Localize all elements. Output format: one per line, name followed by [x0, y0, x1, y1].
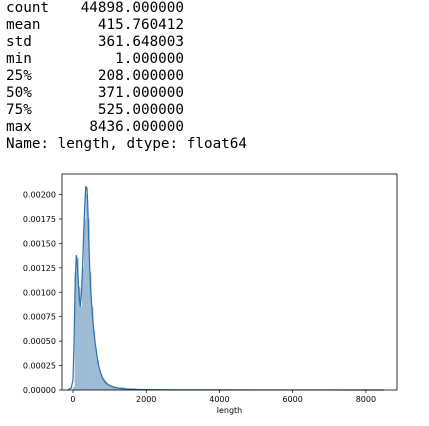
x-axis: 0 2000 4000 6000 8000	[70, 390, 376, 404]
y-tick-label: 0.00100	[23, 288, 56, 297]
stat-value: 361.648003	[97, 34, 184, 50]
y-tick-label: 0.00150	[23, 239, 56, 248]
x-axis-label: length	[217, 406, 243, 415]
stat-label: min	[6, 51, 32, 67]
kde-line	[67, 185, 385, 391]
stat-row: count 44898.000000	[6, 0, 247, 17]
x-tick-label: 0	[70, 395, 75, 404]
x-tick-label: 4000	[209, 395, 229, 404]
histogram-bar	[81, 267, 85, 391]
stat-row: mean 415.760412	[6, 17, 247, 34]
stat-value: 1.000000	[115, 51, 184, 67]
stat-label: max	[6, 119, 32, 135]
stat-label: count	[6, 0, 50, 16]
y-tick-label: 0.00050	[23, 337, 56, 346]
stat-row: 75% 525.000000	[6, 102, 247, 119]
y-tick-label: 0.00075	[23, 313, 56, 322]
series-footer: Name: length, dtype: float64	[6, 136, 248, 152]
kde-curve-layer	[67, 185, 385, 391]
histogram-bar	[98, 370, 101, 391]
y-tick-label: 0.00000	[23, 386, 56, 395]
stat-value: 415.760412	[97, 17, 184, 33]
y-tick-label: 0.00200	[23, 191, 56, 200]
histogram-bar	[83, 218, 86, 391]
y-tick-label: 0.00175	[23, 215, 56, 224]
plot-frame	[61, 173, 398, 391]
stat-row: 50% 371.000000	[6, 85, 247, 102]
histogram-bar	[85, 194, 88, 391]
y-axis: 0.00000 0.00025 0.00050 0.00075 0.00100 0.001…	[23, 191, 62, 395]
y-tick-label: 0.00025	[23, 362, 56, 371]
stat-value: 371.000000	[97, 85, 184, 101]
length-distribution-chart: 0.00000 0.00025 0.00050 0.00075 0.00100 0.001…	[23, 173, 398, 415]
x-tick-label: 2000	[136, 395, 156, 404]
stat-value: 525.000000	[97, 102, 184, 118]
stat-row: max 8436.000000	[6, 119, 247, 136]
stat-label: 75%	[6, 102, 32, 118]
histogram-bar	[72, 386, 75, 391]
x-tick-label: 6000	[282, 395, 302, 404]
stat-label: mean	[6, 17, 41, 33]
y-tick-label: 0.00125	[23, 264, 56, 273]
stat-row: min 1.000000	[6, 51, 247, 68]
stat-value: 8436.000000	[89, 119, 184, 135]
histogram-bars	[72, 194, 202, 391]
x-tick-label: 8000	[356, 395, 376, 404]
stat-label: std	[6, 34, 32, 50]
stat-value: 44898.000000	[80, 0, 184, 16]
histogram-bar	[80, 306, 83, 391]
stat-row: std 361.648003	[6, 34, 247, 51]
stat-label: 25%	[6, 68, 32, 84]
stat-value: 208.000000	[97, 68, 184, 84]
stat-row: 25% 208.000000	[6, 68, 247, 85]
stat-label: 50%	[6, 85, 32, 101]
describe-output: count 44898.000000 mean 415.760412 std 361.64…	[6, 0, 247, 153]
